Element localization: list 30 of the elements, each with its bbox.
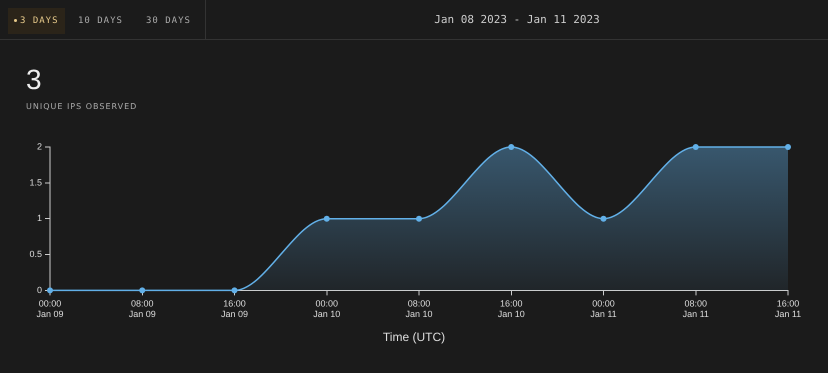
y-tick-label: 1.5 [29,177,42,188]
chart-title: 3 [26,64,42,96]
y-tick-label: 1 [36,213,42,224]
x-tick-label: 16:00 Jan 10 [498,298,525,320]
x-tick-label: 16:00 Jan 11 [774,298,802,320]
point [692,144,699,150]
point [232,287,238,294]
x-tick-label: 00:00 Jan 11 [590,298,617,320]
text: Jan 08 2023 - Jan 11 2023 [433,13,601,26]
point [324,216,330,222]
x-tick-label: 00:00 Jan 09 [36,298,64,320]
text: 3 DAYS [8,8,65,34]
point [416,216,422,222]
point [508,144,514,150]
text: 30 DAYS [145,15,192,28]
x-axis-title: Time (UTC) [382,330,446,344]
y-tick-label: 0 [36,284,42,295]
point [47,287,53,294]
x-tick-label: 08:00 Jan 11 [682,298,709,320]
point [785,144,791,150]
x-tick-label: 00:00 Jan 10 [313,298,340,320]
point [139,287,146,294]
chart-subtitle: UNIQUE IPS OBSERVED [26,102,138,111]
point [600,216,606,222]
x-tick-label: 08:00 Jan 10 [405,298,433,320]
x-tick-label: 16:00 Jan 09 [220,298,248,320]
x-tick-label: 08:00 Jan 09 [128,298,156,320]
text: 10 DAYS [77,15,124,28]
y-tick-label: 0.5 [29,249,42,260]
y-tick-label: 2 [36,141,42,152]
